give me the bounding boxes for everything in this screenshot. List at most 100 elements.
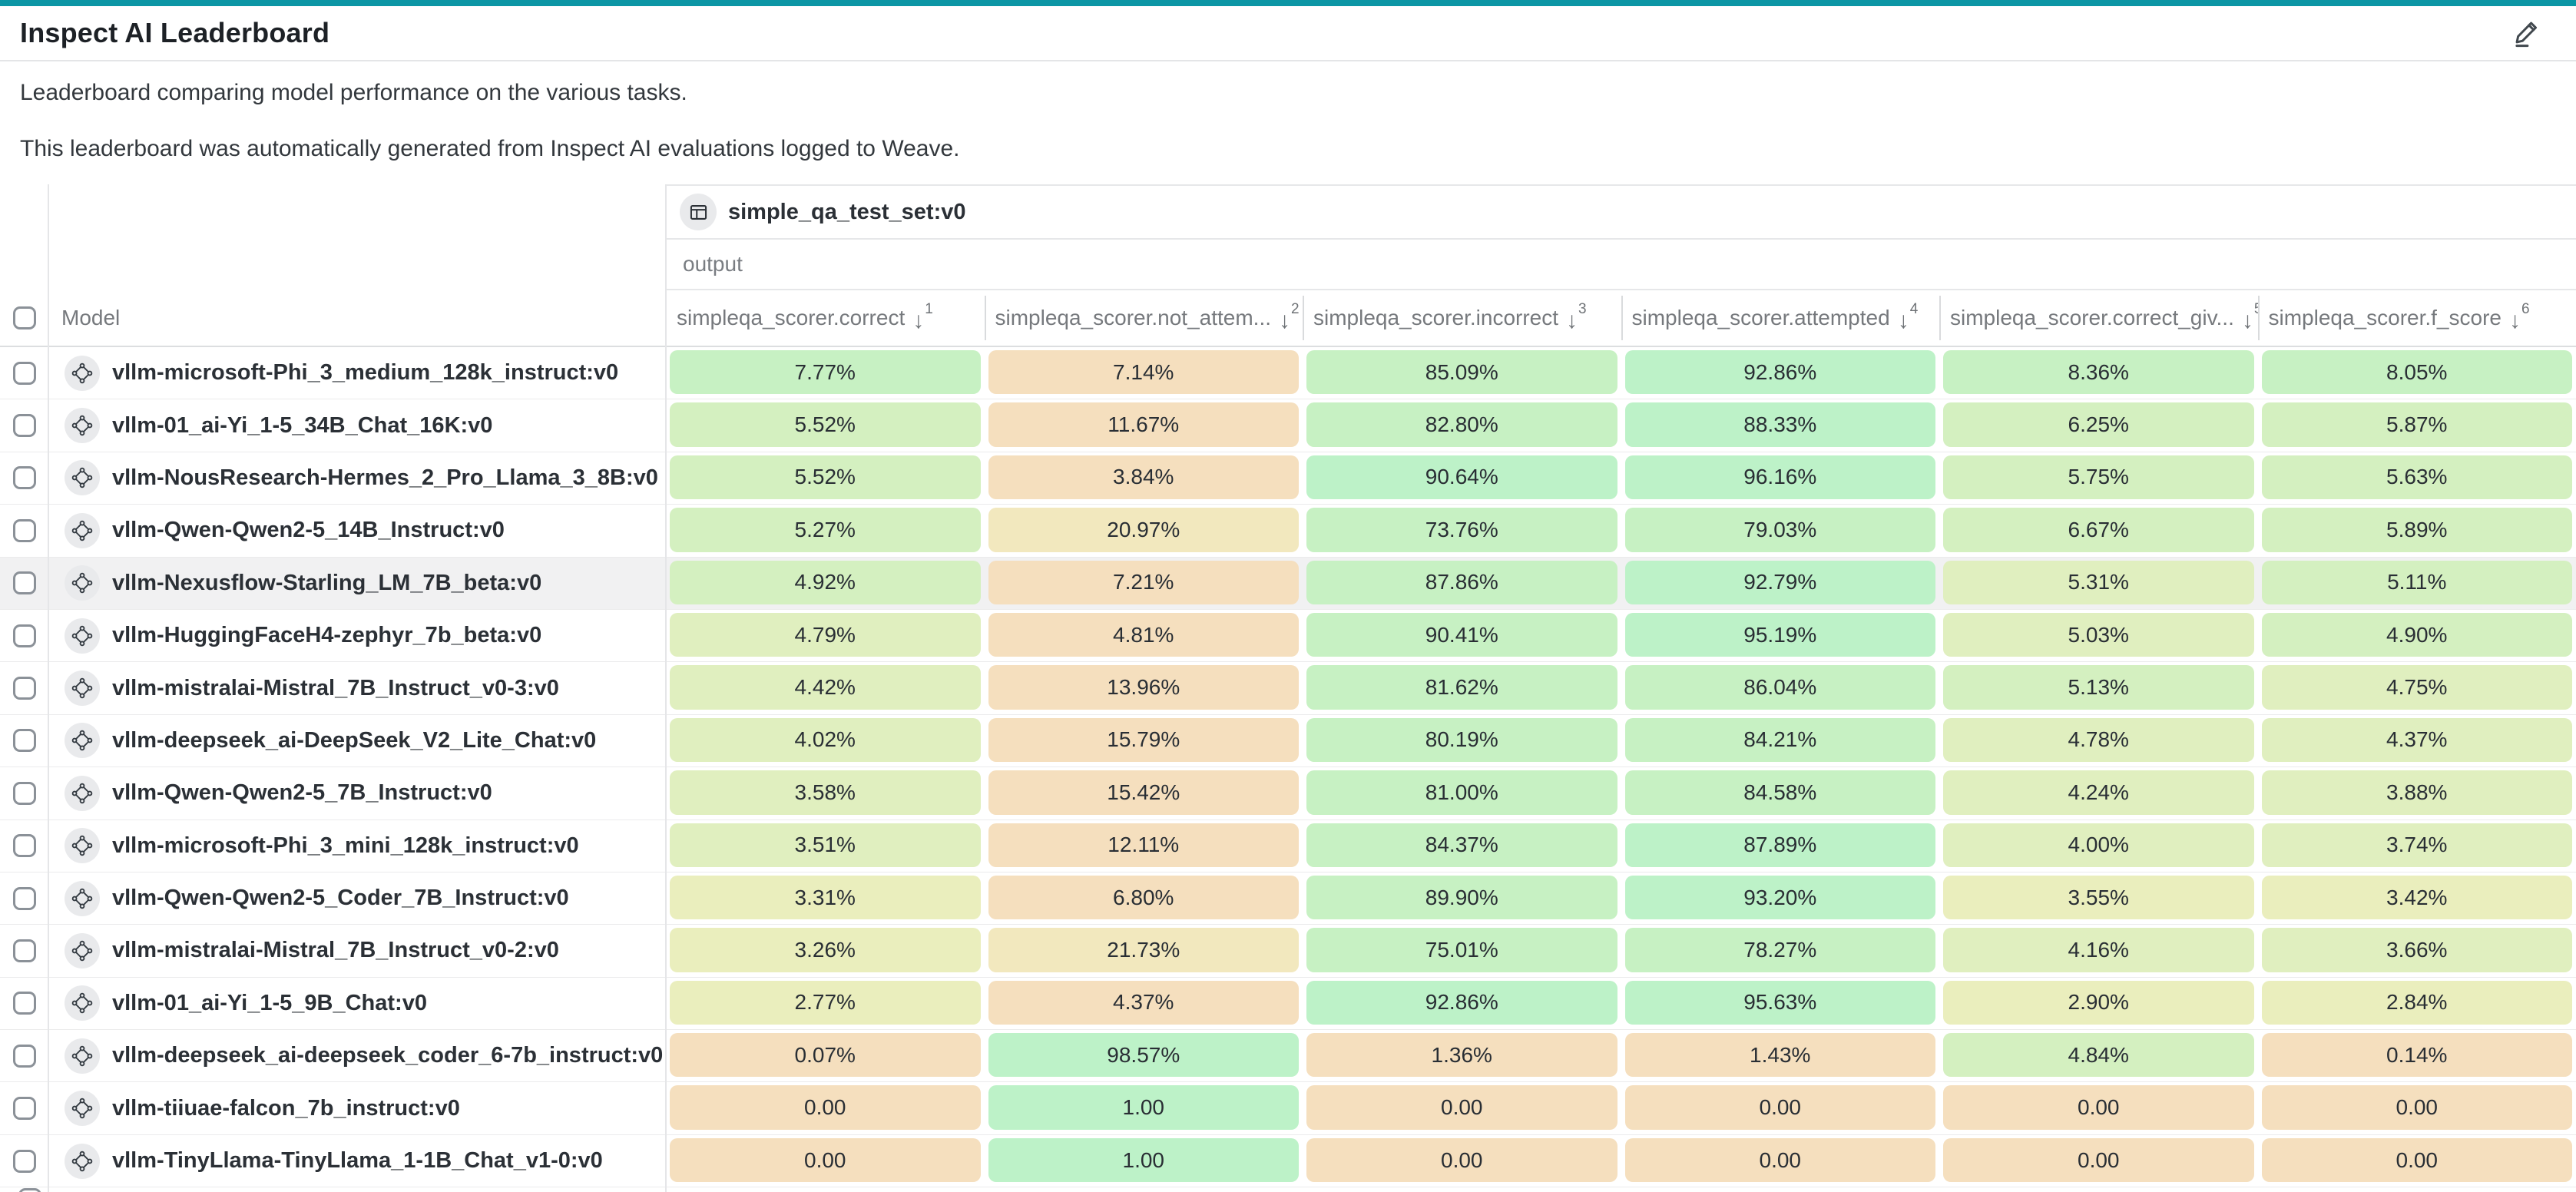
metric-cell[interactable]: 80.19% — [1306, 717, 1617, 763]
model-cell[interactable]: vllm-Nexusflow-Starling_LM_7B_beta:v0 — [48, 558, 666, 609]
edit-button[interactable] — [2505, 12, 2548, 55]
row-checkbox[interactable] — [12, 781, 36, 805]
model-cell[interactable]: vllm-tiiuae-falcon_7b_instruct:v0 — [48, 1082, 666, 1134]
metric-cell[interactable]: 2.77% — [670, 980, 981, 1025]
metric-cell[interactable]: 84.21% — [1624, 717, 1935, 763]
metric-cell[interactable]: 4.92% — [670, 560, 981, 604]
metric-cell[interactable]: 20.97% — [988, 508, 1299, 552]
metric-cell[interactable]: 84.58% — [1624, 770, 1935, 815]
metric-cell[interactable]: 79.03% — [1624, 508, 1935, 552]
metric-cell[interactable]: 8.05% — [2261, 350, 2572, 395]
metric-cell[interactable]: 4.84% — [1943, 1033, 2254, 1078]
model-cell[interactable]: vllm-microsoft-Phi_3_medium_128k_instruc… — [48, 347, 666, 399]
metric-cell[interactable]: 4.00% — [1943, 823, 2254, 867]
metric-cell[interactable]: 5.13% — [1943, 665, 2254, 710]
metric-cell[interactable]: 93.20% — [1624, 875, 1935, 920]
sort-desc-icon[interactable]: ↓ 2 — [1279, 302, 1300, 333]
row-checkbox[interactable] — [12, 939, 36, 962]
metric-cell[interactable]: 81.00% — [1306, 770, 1617, 815]
metric-cell[interactable]: 5.87% — [2261, 402, 2572, 447]
metric-cell[interactable]: 3.42% — [2261, 875, 2572, 920]
metric-cell[interactable]: 86.04% — [1624, 665, 1935, 710]
model-cell[interactable]: vllm-01_ai-Yi_1-5_9B_Chat:v0 — [48, 978, 666, 1029]
metric-cell[interactable]: 81.62% — [1306, 665, 1617, 710]
model-cell[interactable]: vllm-mistralai-Mistral_7B_Instruct_v0-2:… — [48, 925, 666, 976]
metric-cell[interactable]: 13.96% — [988, 665, 1299, 710]
metric-cell[interactable]: 4.79% — [670, 612, 981, 657]
row-checkbox[interactable] — [12, 729, 36, 753]
metric-cell[interactable]: 8.36% — [1943, 350, 2254, 395]
sort-desc-icon[interactable]: ↓ 6 — [2509, 302, 2530, 333]
row-checkbox[interactable] — [12, 886, 36, 910]
metric-cell[interactable]: 5.31% — [1943, 560, 2254, 604]
metric-cell[interactable]: 7.77% — [670, 350, 981, 395]
metric-cell[interactable]: 90.41% — [1306, 612, 1617, 657]
metric-cell[interactable]: 0.07% — [670, 1033, 981, 1078]
metric-cell[interactable]: 4.16% — [1943, 928, 2254, 972]
metric-cell[interactable]: 6.67% — [1943, 508, 2254, 552]
model-cell[interactable]: vllm-deepseek_ai-deepseek_coder_6-7b_ins… — [48, 1030, 666, 1081]
metric-cell[interactable]: 0.00 — [1943, 1085, 2254, 1130]
dataset-group-header[interactable]: simple_qa_test_set:v0 — [666, 184, 2576, 240]
sort-desc-icon[interactable]: ↓ 4 — [1898, 302, 1919, 333]
metric-cell[interactable]: 98.57% — [988, 1033, 1299, 1078]
metric-cell[interactable]: 4.37% — [2261, 717, 2572, 763]
model-cell[interactable]: vllm-deepseek_ai-DeepSeek_V2_Lite_Chat:v… — [48, 715, 666, 767]
metric-cell[interactable]: 5.11% — [2261, 560, 2572, 604]
metric-cell[interactable]: 78.27% — [1624, 928, 1935, 972]
metric-cell[interactable]: 0.00 — [670, 1085, 981, 1130]
model-cell[interactable]: vllm-HuggingFaceH4-zephyr_7b_beta:v0 — [48, 610, 666, 661]
row-checkbox[interactable] — [12, 518, 36, 542]
metric-cell[interactable]: 6.80% — [988, 875, 1299, 920]
row-checkbox[interactable] — [12, 1149, 36, 1173]
metric-cell[interactable]: 5.27% — [670, 508, 981, 552]
metric-cell[interactable]: 3.74% — [2261, 823, 2572, 867]
metric-cell[interactable]: 95.63% — [1624, 980, 1935, 1025]
metric-cell[interactable]: 15.42% — [988, 770, 1299, 815]
metric-cell[interactable]: 5.63% — [2261, 455, 2572, 500]
row-checkbox[interactable] — [12, 414, 36, 438]
metric-cell[interactable]: 3.55% — [1943, 875, 2254, 920]
metric-cell[interactable]: 1.36% — [1306, 1033, 1617, 1078]
metric-column-header[interactable]: simpleqa_scorer.attempted ↓ 4 — [1621, 290, 1940, 346]
metric-column-header[interactable]: simpleqa_scorer.correct ↓ 1 — [666, 290, 985, 346]
metric-cell[interactable]: 4.37% — [988, 980, 1299, 1025]
metric-cell[interactable]: 12.11% — [988, 823, 1299, 867]
row-checkbox[interactable] — [12, 834, 36, 858]
row-checkbox[interactable] — [12, 1097, 36, 1121]
select-all-checkbox[interactable] — [12, 306, 36, 329]
row-checkbox[interactable] — [12, 624, 36, 647]
metric-column-header[interactable]: simpleqa_scorer.f_score ↓ 6 — [2257, 290, 2576, 346]
metric-column-header[interactable]: simpleqa_scorer.incorrect ↓ 3 — [1303, 290, 1621, 346]
metric-cell[interactable]: 4.90% — [2261, 612, 2572, 657]
metric-cell[interactable]: 73.76% — [1306, 508, 1617, 552]
model-cell[interactable]: vllm-NousResearch-Hermes_2_Pro_Llama_3_8… — [48, 452, 666, 504]
metric-cell[interactable]: 3.66% — [2261, 928, 2572, 972]
metric-cell[interactable]: 5.52% — [670, 402, 981, 447]
metric-cell[interactable]: 84.37% — [1306, 823, 1617, 867]
metric-cell[interactable]: 87.89% — [1624, 823, 1935, 867]
metric-cell[interactable]: 3.26% — [670, 928, 981, 972]
metric-column-header[interactable]: simpleqa_scorer.not_attem... ↓ 2 — [984, 290, 1303, 346]
metric-cell[interactable]: 92.86% — [1306, 980, 1617, 1025]
metric-cell[interactable]: 89.90% — [1306, 875, 1617, 920]
metric-cell[interactable]: 2.90% — [1943, 980, 2254, 1025]
metric-cell[interactable]: 96.16% — [1624, 455, 1935, 500]
model-cell[interactable]: vllm-Qwen-Qwen2-5_14B_Instruct:v0 — [48, 505, 666, 556]
metric-cell[interactable]: 0.00 — [1943, 1137, 2254, 1183]
metric-cell[interactable]: 4.81% — [988, 612, 1299, 657]
metric-cell[interactable]: 4.75% — [2261, 665, 2572, 710]
model-cell[interactable]: vllm-Qwen-Qwen2-5_7B_Instruct:v0 — [48, 767, 666, 819]
metric-cell[interactable]: 11.67% — [988, 402, 1299, 447]
next-row-checkbox[interactable] — [18, 1188, 41, 1192]
metric-cell[interactable]: 7.14% — [988, 350, 1299, 395]
row-checkbox[interactable] — [12, 466, 36, 490]
metric-cell[interactable]: 3.31% — [670, 875, 981, 920]
metric-cell[interactable]: 0.00 — [1624, 1085, 1935, 1130]
metric-cell[interactable]: 3.84% — [988, 455, 1299, 500]
metric-cell[interactable]: 21.73% — [988, 928, 1299, 972]
row-checkbox[interactable] — [12, 361, 36, 385]
metric-cell[interactable]: 1.43% — [1624, 1033, 1935, 1078]
metric-cell[interactable]: 3.58% — [670, 770, 981, 815]
metric-cell[interactable]: 5.75% — [1943, 455, 2254, 500]
